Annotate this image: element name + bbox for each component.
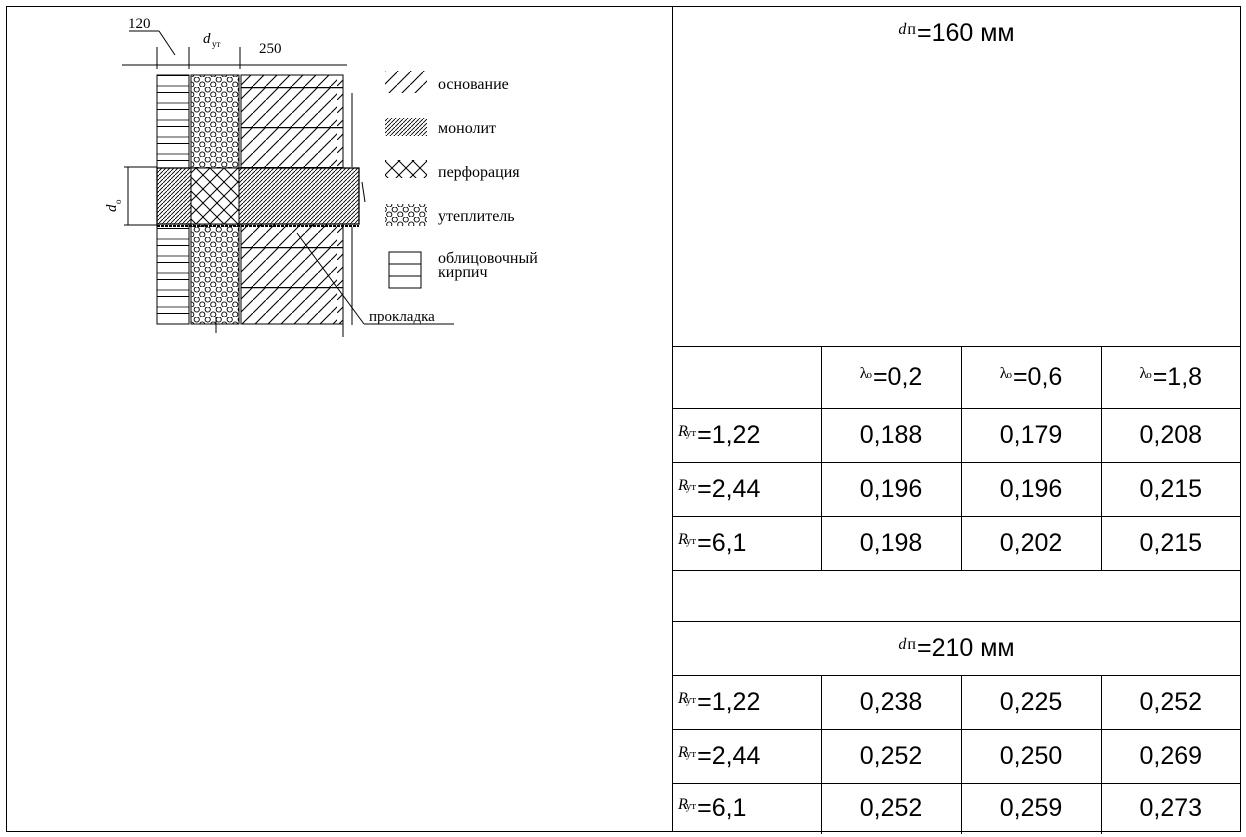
table-cell: 0,215 [1100, 461, 1241, 517]
spacer-row [673, 569, 1241, 622]
table-cell: 0,250 [960, 728, 1102, 784]
table-cell: 0,188 [820, 407, 962, 463]
table-cell: 0,252 [820, 728, 962, 784]
table-cell: 0,179 [960, 407, 1102, 463]
svg-text:d: d [104, 204, 120, 212]
table-cell: 0,273 [1100, 782, 1241, 834]
dim-label-insulation: d ут [203, 31, 221, 49]
perforation-zone [190, 167, 240, 225]
table-cell: 0,259 [960, 782, 1102, 834]
column-header-row: λо=0,2 λо=0,6 λо=1,8 [673, 345, 1241, 409]
monolith-slab [156, 167, 360, 225]
section-title-210: =210 мм [916, 633, 1015, 662]
table-row: Rут=1,22 0,188 0,179 0,208 [673, 407, 1241, 463]
legend-swatch-brick [388, 251, 422, 289]
column-header: λо=0,6 [960, 345, 1102, 409]
legend-label-monolith: монолит [438, 120, 496, 137]
row-label: Rут=6,1 [673, 782, 822, 834]
callout-label: прокладка [369, 309, 435, 325]
row-label: Rут=6,1 [673, 515, 822, 571]
row-label: Rут=2,44 [673, 461, 822, 517]
section-header-160: dп=160 мм [673, 7, 1241, 347]
legend-swatch-perforation [385, 160, 427, 178]
results-table: dп=160 мм λо=0,2 λо=0,6 λо=1,8 Rут=1,22 … [673, 7, 1241, 834]
table-cell: 0,238 [820, 674, 962, 730]
svg-text:d: d [203, 31, 211, 47]
svg-text:о: о [113, 199, 123, 204]
table-row: Rут=2,44 0,196 0,196 0,215 [673, 461, 1241, 517]
wall-section-drawing: 120 d ут 250 d о [104, 16, 542, 337]
table-row: Rут=1,22 0,238 0,225 0,252 [673, 674, 1241, 730]
legend-swatch-insulation [385, 204, 427, 226]
table-cell: 0,196 [820, 461, 962, 517]
legend-label-brick: облицовочный кирпич [438, 250, 542, 281]
table-cell: 0,198 [820, 515, 962, 571]
legend-label-perforation: перфорация [438, 164, 520, 181]
column-header: λо=1,8 [1100, 345, 1241, 409]
corner-cell [673, 345, 822, 409]
table-cell: 0,208 [1100, 407, 1241, 463]
dim-label-vertical: d о [104, 199, 123, 212]
row-label: Rут=1,22 [673, 407, 822, 463]
table-cell: 0,215 [1100, 515, 1241, 571]
dim-label-250: 250 [259, 41, 282, 57]
legend: основание монолит перфорация утеплитель … [385, 71, 542, 289]
table-cell: 0,269 [1100, 728, 1241, 784]
dim-label-120: 120 [128, 16, 151, 32]
table-cell: 0,196 [960, 461, 1102, 517]
row-label: Rут=1,22 [673, 674, 822, 730]
section-title-160: =160 мм [916, 19, 1015, 47]
table-row: Rут=6,1 0,252 0,259 0,273 [673, 782, 1241, 834]
section-header-210: dп=210 мм [673, 620, 1241, 676]
column-divider [672, 7, 673, 831]
table-cell: 0,252 [1100, 674, 1241, 730]
results-panel: dп=160 мм λо=0,2 λо=0,6 λо=1,8 Rут=1,22 … [673, 7, 1241, 834]
table-cell: 0,225 [960, 674, 1102, 730]
document-frame: 120 d ут 250 d о [6, 6, 1241, 834]
legend-swatch-base [385, 71, 427, 93]
table-row: Rут=2,44 0,252 0,250 0,269 [673, 728, 1241, 784]
legend-label-insulation: утеплитель [438, 208, 515, 225]
table-cell: 0,252 [820, 782, 962, 834]
legend-swatch-monolith [385, 118, 427, 136]
row-label: Rут=2,44 [673, 728, 822, 784]
table-cell: 0,202 [960, 515, 1102, 571]
table-row: Rут=6,1 0,198 0,202 0,215 [673, 515, 1241, 571]
legend-label-base: основание [438, 76, 509, 93]
svg-text:ут: ут [212, 39, 221, 49]
column-header: λо=0,2 [820, 345, 962, 409]
